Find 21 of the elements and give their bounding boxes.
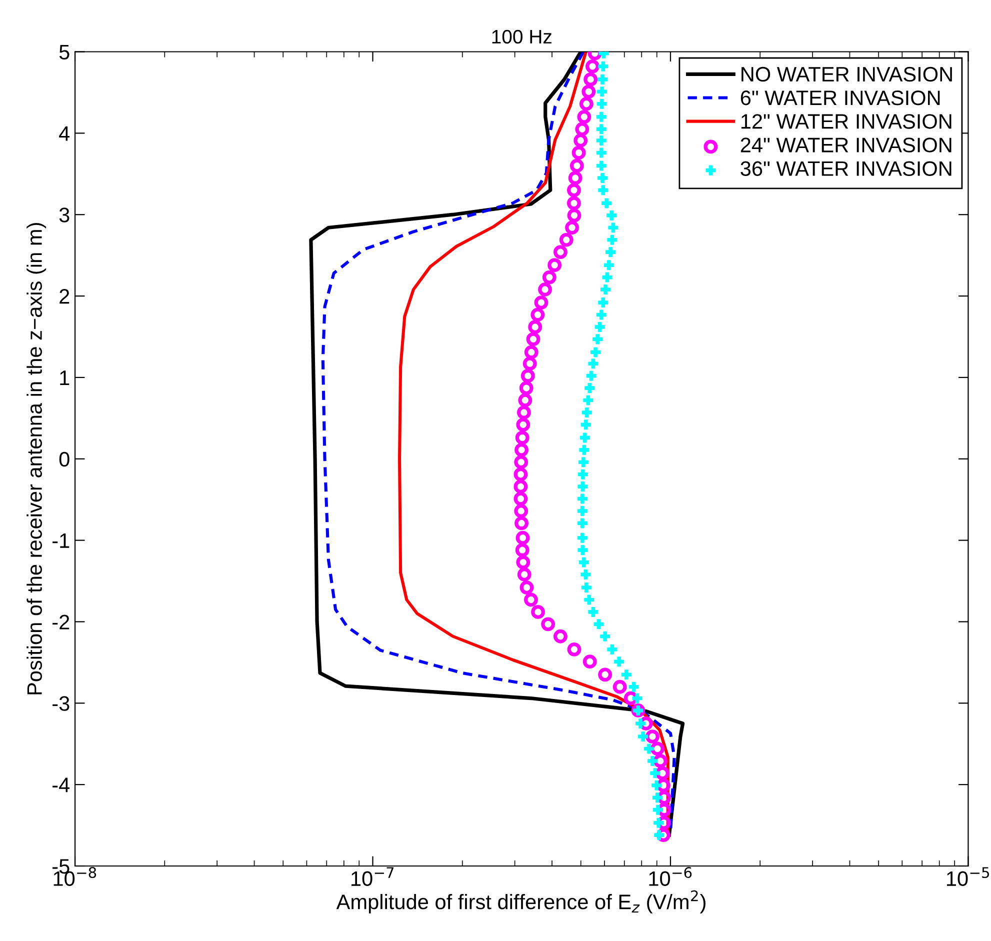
x-axis-title: Amplitude of first difference of E$_{z}$ (V/m$^{2}$) <box>336 890 706 914</box>
legend-label: NO WATER INVASION <box>742 66 952 82</box>
y-tick-label: -4 <box>52 778 70 792</box>
y-tick-label: 3 <box>59 208 70 222</box>
y-tick-label: 4 <box>59 126 70 141</box>
y-tick-label: -2 <box>52 614 70 630</box>
x-tick-label: 10$^{−6}$ <box>649 867 692 886</box>
y-tick-label: 5 <box>59 44 70 60</box>
x-tick-label: 10$^{−7}$ <box>352 867 394 886</box>
y-tick-label: -1 <box>52 534 70 548</box>
legend-label: 6" WATER INVASION <box>740 90 940 106</box>
legend-label: 24" WATER INVASION <box>740 138 952 152</box>
legend-label: 36" WATER INVASION <box>740 161 952 176</box>
y-tick-label: 2 <box>60 289 70 304</box>
y-tick-label: 1 <box>60 370 70 386</box>
y-tick-label: -3 <box>52 696 70 711</box>
legend-label: 12" WATER INVASION <box>741 114 952 129</box>
y-tick-label: 0 <box>59 452 70 467</box>
chart-title: 100 Hz <box>492 30 552 44</box>
x-tick-label: 10$^{−5}$ <box>946 867 989 886</box>
y-axis-title: Position of the receiver antenna in the z−axis (in m) <box>26 223 46 694</box>
